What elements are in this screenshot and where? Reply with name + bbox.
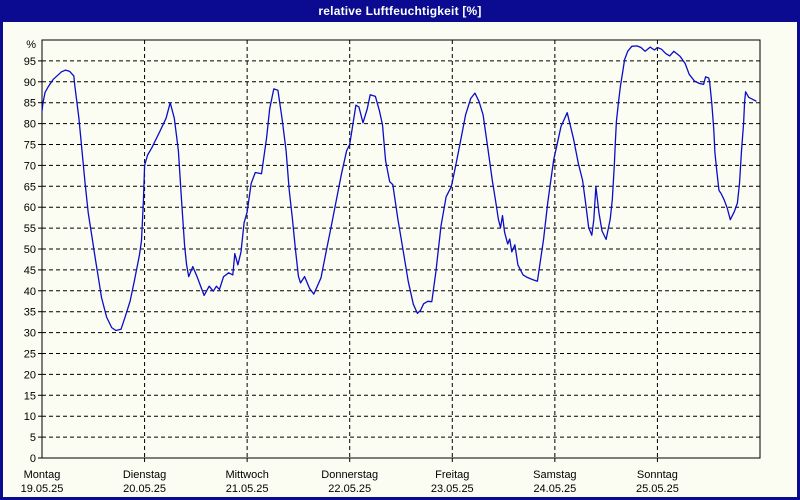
y-axis-label: 30 (24, 328, 36, 340)
x-day-label: Donnerstag (321, 469, 378, 481)
title-bar: relative Luftfeuchtigkeit [%] (0, 0, 800, 22)
y-axis-label: 35 (24, 307, 36, 319)
x-day-label: Sonntag (637, 469, 678, 481)
y-axis-label: 45 (24, 265, 36, 277)
x-day-label: Dienstag (123, 469, 166, 481)
y-axis-label: 20 (24, 369, 36, 381)
y-axis-label: 60 (24, 202, 36, 214)
x-date-label: 20.05.25 (123, 483, 166, 495)
x-date-label: 22.05.25 (328, 483, 371, 495)
y-axis-label: 15 (24, 390, 36, 402)
y-axis-label: 5 (30, 432, 36, 444)
y-axis-label: 55 (24, 223, 36, 235)
y-axis-label: 75 (24, 140, 36, 152)
y-axis-label: 80 (24, 119, 36, 131)
x-date-label: 25.05.25 (636, 483, 679, 495)
y-axis-label: 85 (24, 98, 36, 110)
y-axis-label: 70 (24, 160, 36, 172)
x-day-label: Mittwoch (225, 469, 268, 481)
y-axis-label: 0 (30, 453, 36, 465)
y-axis-label: 65 (24, 181, 36, 193)
plot-border (41, 39, 761, 459)
x-day-label: Samstag (533, 469, 576, 481)
window-title: relative Luftfeuchtigkeit [%] (318, 4, 482, 18)
y-axis-unit-label: % (26, 39, 36, 51)
y-axis-label: 95 (24, 56, 36, 68)
x-date-label: 21.05.25 (226, 483, 269, 495)
y-axis-label: 10 (24, 411, 36, 423)
x-day-label: Montag (24, 469, 61, 481)
x-date-label: 24.05.25 (533, 483, 576, 495)
x-date-label: 19.05.25 (21, 483, 64, 495)
x-date-label: 23.05.25 (431, 483, 474, 495)
x-day-label: Freitag (435, 469, 469, 481)
y-axis-label: 50 (24, 244, 36, 256)
y-axis-label: 90 (24, 77, 36, 89)
y-axis-label: 40 (24, 286, 36, 298)
y-axis-label: 25 (24, 349, 36, 361)
humidity-line (41, 45, 757, 332)
